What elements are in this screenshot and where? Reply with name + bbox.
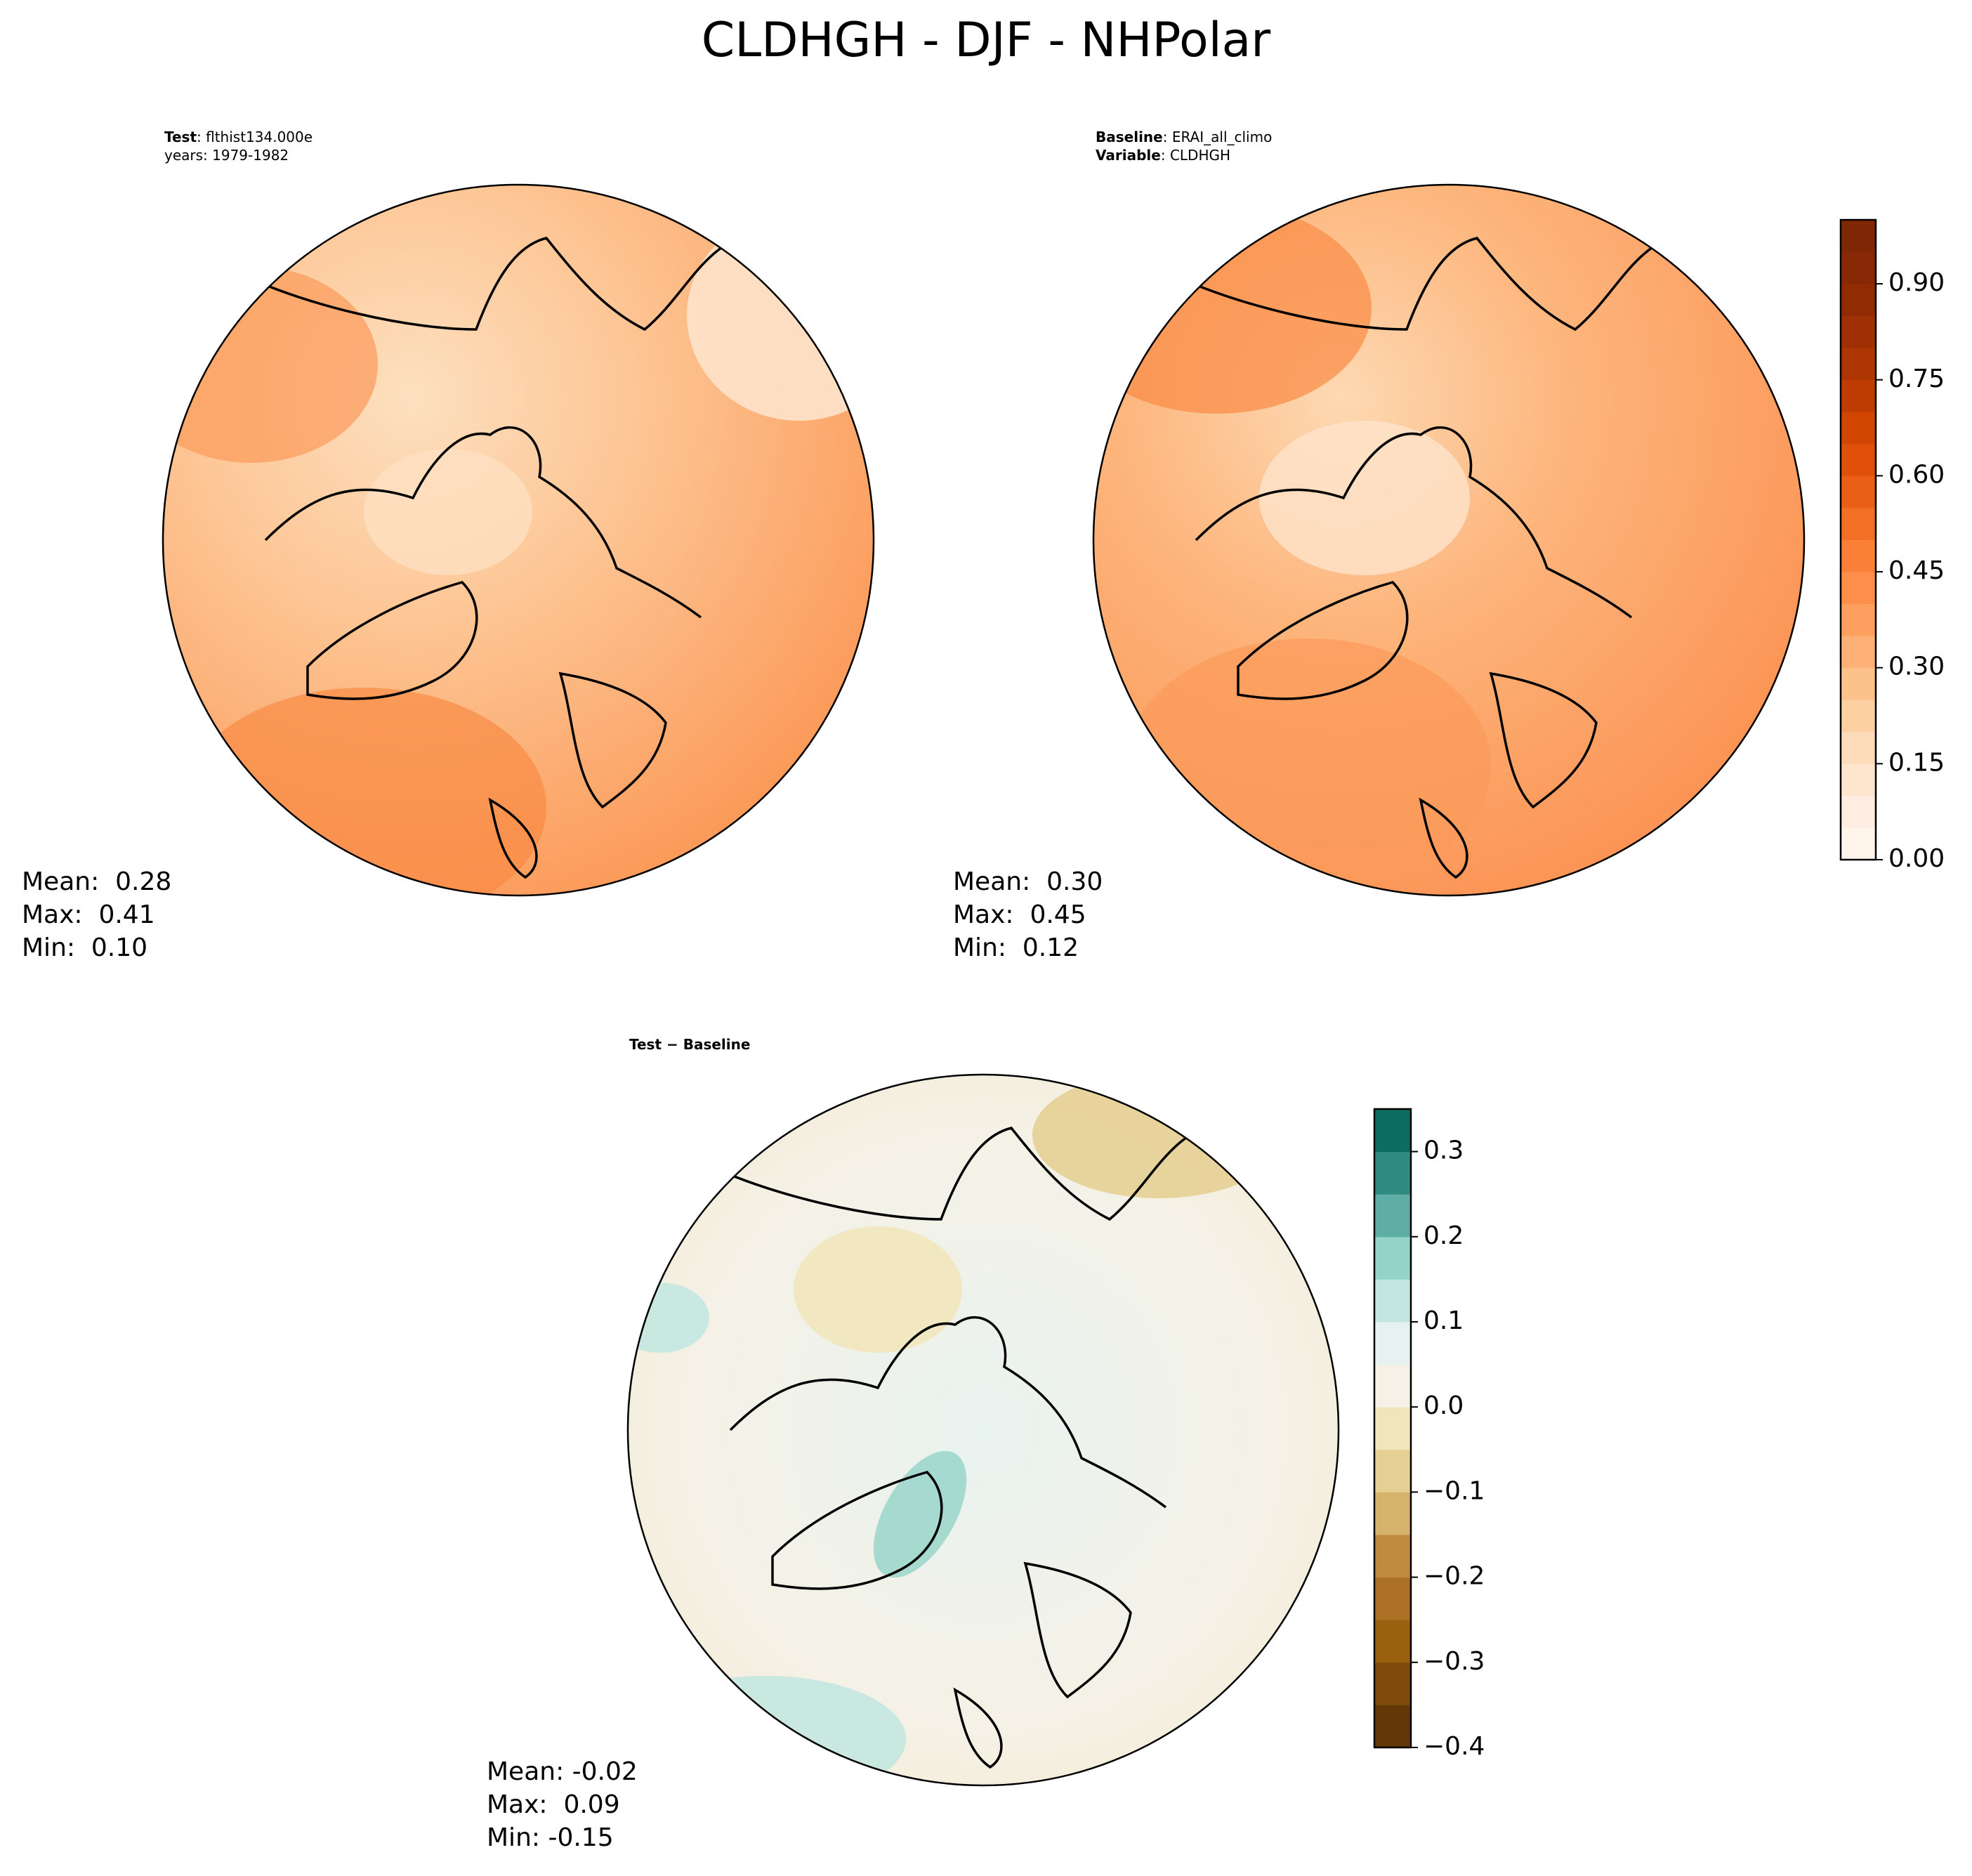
colorbar-band: [1374, 1662, 1411, 1705]
header-key: Variable: [1096, 147, 1161, 164]
colorbar-band: [1841, 603, 1876, 636]
colorbar-tick-label: 0.00: [1888, 844, 1945, 873]
colorbar-band: [1841, 795, 1876, 828]
colorbar-band: [1841, 220, 1876, 253]
stat-line: Min: 0.10: [22, 933, 147, 962]
colorbar-tick-label: −0.3: [1424, 1647, 1485, 1676]
colorbar-band: [1841, 763, 1876, 796]
colorbar-band: [1374, 1407, 1411, 1450]
header-text: : CLDHGH: [1161, 147, 1230, 164]
colorbar-band: [1841, 731, 1876, 764]
colorbar-band: [1841, 251, 1876, 284]
colorbar-tick-label: 0.90: [1888, 268, 1945, 297]
colorbar-band: [1841, 315, 1876, 348]
colorbar-tick-label: 0.1: [1424, 1306, 1464, 1335]
header-text: years: 1979-1982: [164, 147, 289, 164]
colorbar-band: [1841, 572, 1876, 605]
colorbar-band: [1841, 636, 1876, 669]
colorbar-tick-label: 0.15: [1888, 748, 1945, 777]
header-key: Baseline: [1096, 129, 1163, 145]
header-key: Test − Baseline: [629, 1036, 750, 1053]
stat-line: Mean: -0.02: [487, 1757, 638, 1786]
colorbar-band: [1374, 1364, 1411, 1408]
colorbar-band: [1841, 348, 1876, 381]
panel-header: Baseline: ERAI_all_climo: [1096, 129, 1272, 145]
colorbar-tick-label: −0.1: [1424, 1476, 1485, 1505]
panel-header: Test − Baseline: [629, 1036, 750, 1053]
colorbar-frame: [1839, 218, 1877, 861]
colorbar-tick-label: 0.2: [1424, 1221, 1464, 1250]
colorbar-band: [1374, 1151, 1411, 1195]
colorbar-band: [1374, 1109, 1411, 1153]
colorbar-band: [1841, 507, 1876, 540]
colorbar-band: [1841, 700, 1876, 733]
colorbar-band: [1841, 443, 1876, 476]
colorbar-tick-label: −0.2: [1424, 1562, 1485, 1591]
colorbar-band: [1841, 475, 1876, 509]
header-text: : flthist134.000e: [197, 129, 313, 145]
stat-line: Mean: 0.30: [953, 867, 1103, 896]
colorbar-band: [1374, 1236, 1411, 1280]
colorbar-band: [1841, 412, 1876, 445]
colorbar-band: [1374, 1279, 1411, 1323]
map-baseline: [1092, 183, 1806, 897]
colorbar-tick-label: 0.0: [1424, 1391, 1464, 1420]
stat-line: Min: -0.15: [487, 1823, 614, 1852]
stat-line: Mean: 0.28: [22, 867, 171, 896]
colorbar-band: [1841, 379, 1876, 412]
stat-line: Min: 0.12: [953, 933, 1079, 962]
colorbar-frame: [1373, 1108, 1412, 1749]
panel-header: years: 1979-1982: [164, 147, 289, 164]
map-difference: [626, 1073, 1340, 1787]
stat-line: Max: 0.41: [22, 900, 155, 929]
colorbar-tick-label: 0.3: [1424, 1136, 1464, 1165]
colorbar-band: [1374, 1194, 1411, 1238]
colorbar-tick-label: 0.60: [1888, 460, 1945, 489]
colorbar-band: [1841, 539, 1876, 572]
header-text: : ERAI_all_climo: [1163, 129, 1273, 145]
colorbar-band: [1374, 1322, 1411, 1365]
colorbar-band: [1374, 1492, 1411, 1535]
colorbar-band: [1374, 1535, 1411, 1578]
colorbar-band: [1841, 667, 1876, 700]
colorbar-tick-label: 0.75: [1888, 365, 1945, 393]
colorbar-tick-label: −0.4: [1424, 1732, 1485, 1761]
map-test: [162, 183, 875, 897]
colorbar-tick-label: 0.30: [1888, 652, 1945, 681]
colorbar-band: [1841, 284, 1876, 317]
colorbar-band: [1374, 1577, 1411, 1620]
colorbar-tick-label: 0.45: [1888, 556, 1945, 585]
panel-header: Variable: CLDHGH: [1096, 147, 1230, 164]
stat-line: Max: 0.45: [953, 900, 1086, 929]
colorbar-band: [1374, 1620, 1411, 1663]
colorbar-band: [1374, 1705, 1411, 1748]
panel-header: Test: flthist134.000e: [164, 129, 313, 145]
stat-line: Max: 0.09: [487, 1790, 620, 1819]
header-key: Test: [164, 129, 197, 145]
colorbar-band: [1374, 1449, 1411, 1493]
colorbar-band: [1841, 827, 1876, 860]
figure-title: CLDHGH - DJF - NHPolar: [702, 13, 1270, 68]
